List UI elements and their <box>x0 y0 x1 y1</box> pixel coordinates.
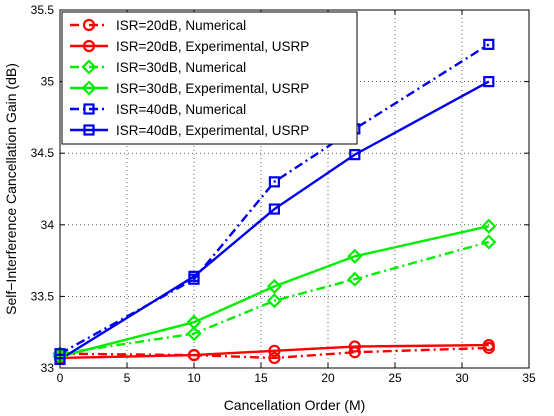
series-1-point <box>348 346 361 359</box>
series-6-point <box>483 75 495 88</box>
series-6-point <box>268 203 280 215</box>
legend-marker <box>82 18 96 32</box>
legend-label: ISR=20dB, Numerical <box>116 18 246 33</box>
x-tick-label: 0 <box>57 371 64 385</box>
series-5-point <box>268 176 280 188</box>
x-axis-label: Cancellation Order (M) <box>224 397 366 413</box>
series-2-point <box>187 349 201 362</box>
legend-label: ISR=30dB, Numerical <box>116 60 246 75</box>
legend-box <box>61 11 358 145</box>
legend-label: ISR=40dB, Experimental, USRP <box>116 123 309 138</box>
x-tick-label: 15 <box>254 371 268 385</box>
y-tick-label: 35 <box>41 75 55 89</box>
series-5-point <box>483 38 495 50</box>
legend-label: ISR=30dB, Experimental, USRP <box>116 81 309 96</box>
series-line-6 <box>59 80 490 361</box>
series-line-2 <box>59 343 489 360</box>
legend-label: ISR=20dB, Experimental, USRP <box>116 39 309 54</box>
series-lines <box>59 43 490 361</box>
series-6-point <box>188 270 200 282</box>
legend-label: ISR=40dB, Numerical <box>116 102 246 117</box>
series-4-point <box>266 278 282 294</box>
series-2-point <box>348 340 361 353</box>
x-tick-label: 35 <box>522 371 536 385</box>
y-tick-label: 33 <box>41 361 55 375</box>
axis-tick-labels: 0 5 10 15 20 25 30 35 33 33.5 34 34.5 35 35.5 <box>31 3 536 385</box>
plot-area-frame <box>59 9 530 369</box>
series-4-point <box>186 314 202 330</box>
series-line-3 <box>59 240 490 355</box>
series-1-point <box>268 351 281 365</box>
y-tick-label: 35.5 <box>31 3 55 17</box>
x-tick-label: 25 <box>388 371 402 385</box>
series-line-1 <box>59 346 489 360</box>
series-3-point <box>347 271 363 287</box>
series-3-point <box>481 234 497 250</box>
y-tick-label: 33.5 <box>31 289 55 303</box>
axis-ticks <box>59 9 530 369</box>
legend-marker <box>81 59 97 75</box>
legend-marker <box>81 80 97 96</box>
series-2-point <box>268 344 281 357</box>
legend-marker <box>82 39 96 53</box>
legend-marker <box>83 124 95 136</box>
x-tick-label: 20 <box>321 371 335 385</box>
y-tick-label: 34.5 <box>31 146 55 160</box>
series-3-point <box>186 326 202 342</box>
series-4-point <box>481 218 497 234</box>
x-tick-label: 5 <box>124 371 131 385</box>
x-tick-label: 10 <box>187 371 201 385</box>
y-axis-label: Self−Interference Cancellation Gain (dB) <box>3 63 19 315</box>
x-tick-label: 30 <box>455 371 469 385</box>
series-line-4 <box>59 225 490 358</box>
series-2-point <box>482 338 495 352</box>
y-tick-label: 34 <box>41 218 55 232</box>
series-6-point <box>349 149 361 161</box>
series-3-point <box>266 293 282 309</box>
series-4-point <box>347 248 363 264</box>
legend-marker <box>83 103 95 115</box>
legend: ISR=20dB, Numerical ISR=20dB, Experimenta… <box>61 11 358 145</box>
